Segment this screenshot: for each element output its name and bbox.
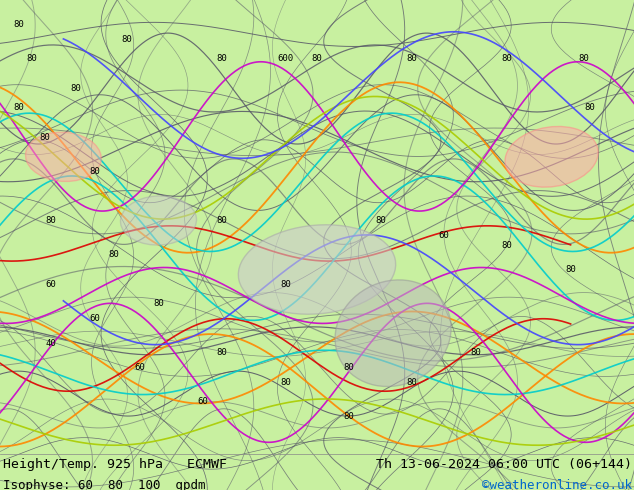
Text: 80: 80 [109,250,119,259]
Text: 600: 600 [277,54,294,63]
Text: 80: 80 [280,378,290,387]
Text: 60: 60 [90,314,100,323]
Text: 80: 80 [217,54,227,63]
Text: 80: 80 [585,103,595,112]
Text: 80: 80 [46,216,56,225]
Text: Isophyse: 60  80  100  gpdm: Isophyse: 60 80 100 gpdm [3,479,205,490]
Text: 80: 80 [14,20,24,29]
Ellipse shape [120,196,197,245]
Text: 80: 80 [312,54,322,63]
Ellipse shape [238,225,396,314]
Text: 60: 60 [46,280,56,289]
Text: 80: 80 [122,35,132,44]
Ellipse shape [25,132,101,181]
Text: 80: 80 [344,363,354,372]
Text: Height/Temp. 925 hPa   ECMWF: Height/Temp. 925 hPa ECMWF [3,458,227,471]
Text: 80: 80 [14,103,24,112]
Text: 80: 80 [90,167,100,176]
Text: 80: 80 [502,54,512,63]
Text: 80: 80 [502,241,512,249]
Text: 80: 80 [344,412,354,421]
Ellipse shape [335,280,451,387]
Text: 60: 60 [134,363,145,372]
Text: 80: 80 [71,84,81,93]
Text: 80: 80 [566,265,576,274]
Text: 80: 80 [153,299,164,308]
Text: Th 13-06-2024 06:00 UTC (06+144): Th 13-06-2024 06:00 UTC (06+144) [376,458,632,471]
Text: ©weatheronline.co.uk: ©weatheronline.co.uk [482,479,632,490]
Text: 80: 80 [470,348,481,357]
Text: 60: 60 [198,397,208,406]
Text: 80: 80 [407,378,417,387]
Text: 60: 60 [439,231,449,240]
Ellipse shape [505,126,598,187]
Text: 80: 80 [217,216,227,225]
Text: 80: 80 [27,54,37,63]
Text: 80: 80 [217,348,227,357]
Text: 80: 80 [578,54,588,63]
Text: 80: 80 [375,216,385,225]
Text: 80: 80 [280,280,290,289]
Text: 40: 40 [46,339,56,347]
Text: 80: 80 [39,133,49,142]
Text: 80: 80 [407,54,417,63]
